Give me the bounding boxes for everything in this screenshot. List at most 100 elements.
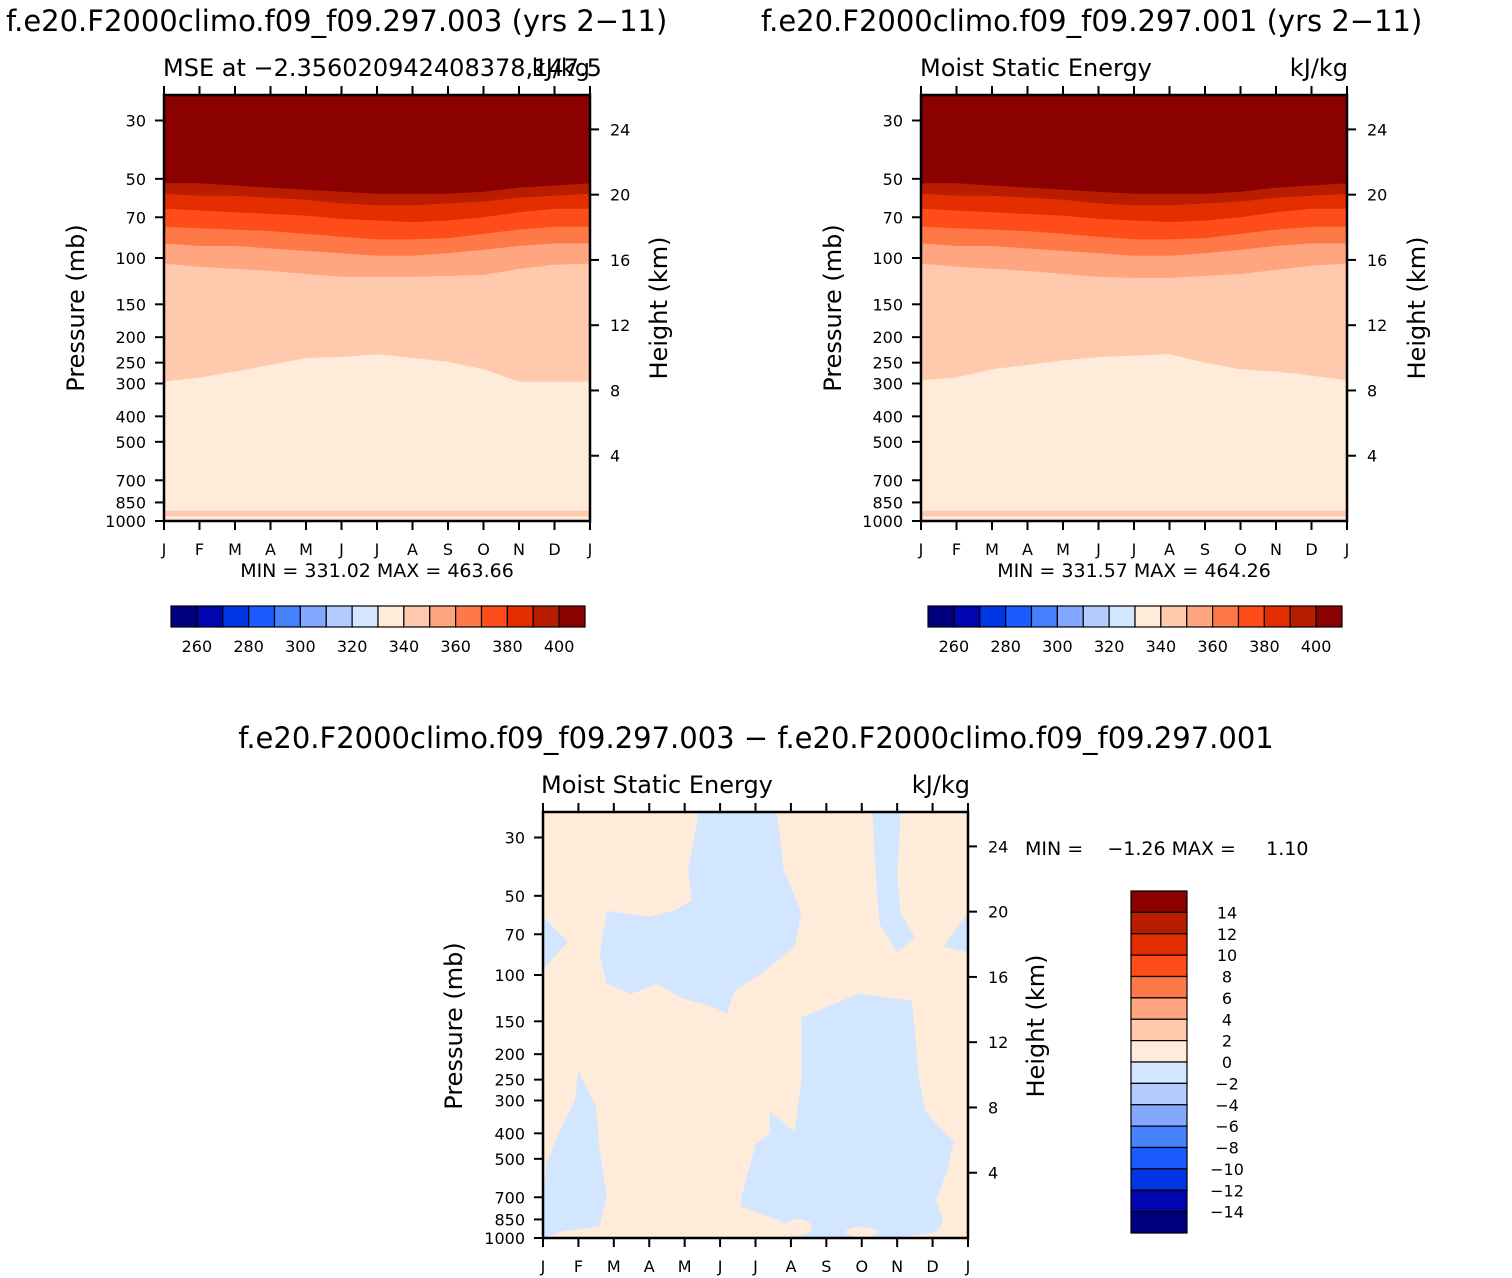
y-right-tick-label: 12 — [610, 316, 630, 335]
y-tick-label: 200 — [115, 328, 146, 347]
colorbar-label: 280 — [233, 637, 264, 656]
colorbar-label: 300 — [1042, 637, 1073, 656]
colorbar-swatch — [1130, 975, 1188, 999]
x-tick-label: M — [299, 540, 313, 559]
colorbar-swatch — [1186, 605, 1214, 628]
x-tick-label: M — [228, 540, 242, 559]
colorbar-swatch — [1130, 1211, 1188, 1234]
x-tick-label: A — [785, 1257, 796, 1276]
panel-diff-colorbar: 14 12 10 8 6 4 2 0 −2 −4 −6 −8 −10 −12 −14 — [1130, 890, 1244, 1234]
colorbar-label: −2 — [1215, 1074, 1239, 1093]
colorbar-swatch — [506, 605, 534, 628]
panel-b-colorbar: 260 280 300 320 340 360 380 400 — [927, 605, 1343, 656]
x-tick-label: S — [443, 540, 453, 559]
y-tick-label: 850 — [115, 493, 146, 512]
y-right-tick-label: 12 — [1367, 316, 1387, 335]
colorbar-swatch — [1130, 1082, 1188, 1106]
y-tick-label: 300 — [115, 374, 146, 393]
y-tick-label: 500 — [872, 433, 903, 452]
y-tick-label: 150 — [872, 295, 903, 314]
colorbar-swatch — [1082, 605, 1110, 628]
colorbar-swatch — [455, 605, 483, 628]
mse-surface-band — [164, 510, 590, 517]
y-right-tick-label: 16 — [988, 968, 1008, 987]
colorbar-swatch — [170, 605, 198, 628]
colorbar-swatch — [558, 605, 586, 628]
x-tick-label: N — [891, 1257, 903, 1276]
colorbar-label: −14 — [1210, 1203, 1244, 1222]
colorbar-swatch — [1237, 605, 1265, 628]
y-tick-label: 200 — [494, 1045, 525, 1064]
mse-band-340-350 — [164, 354, 590, 521]
y-tick-label: 100 — [115, 249, 146, 268]
x-tick-label: F — [195, 540, 204, 559]
x-tick-label: M — [678, 1257, 692, 1276]
colorbar-label: −8 — [1215, 1139, 1239, 1158]
x-tick-label: J — [540, 1257, 546, 1276]
colorbar-swatch — [1108, 605, 1136, 628]
panel-b-header: f.e20.F2000climo.f09_f09.297.001 (yrs 2−… — [761, 4, 1422, 38]
y-tick-label: 100 — [494, 966, 525, 985]
x-tick-label: D — [926, 1257, 938, 1276]
y-tick-label: 70 — [126, 208, 146, 227]
y-right-tick-label: 20 — [1367, 186, 1387, 205]
x-tick-label: O — [855, 1257, 868, 1276]
colorbar-label: 8 — [1222, 968, 1232, 987]
diff-negative-right-edge — [943, 912, 968, 953]
x-tick-label: J — [1344, 540, 1350, 559]
colorbar-swatch — [1130, 1125, 1188, 1149]
x-tick-label: A — [644, 1257, 655, 1276]
y-tick-label: 50 — [883, 170, 903, 189]
x-tick-label: S — [1200, 540, 1210, 559]
colorbar-label: 360 — [1197, 637, 1228, 656]
colorbar-swatch — [1212, 605, 1240, 628]
y-right-tick-label: 12 — [988, 1033, 1008, 1052]
panel-b-mse: Moist Static Energy kJ/kg Pressure (mb) … — [819, 54, 1431, 656]
colorbar-swatch — [403, 605, 431, 628]
panel-a-mse: MSE at −2.356020942408378,147.5 kJ/kg Pr… — [62, 54, 673, 656]
colorbar-swatch — [1263, 605, 1291, 628]
x-tick-label: J — [338, 540, 344, 559]
colorbar-swatch — [480, 605, 508, 628]
colorbar-label: 380 — [1249, 637, 1280, 656]
x-tick-label: O — [1234, 540, 1247, 559]
panel-b-ylabel-right: Height (km) — [1403, 237, 1431, 380]
x-tick-label: J — [965, 1257, 971, 1276]
y-right-tick-label: 4 — [988, 1164, 998, 1183]
colorbar-label: 300 — [285, 637, 316, 656]
y-right-tick-label: 8 — [988, 1098, 998, 1117]
x-tick-label: J — [161, 540, 167, 559]
y-right-tick-label: 20 — [610, 186, 630, 205]
colorbar-swatch — [1130, 1168, 1188, 1191]
y-tick-label: 150 — [115, 295, 146, 314]
y-tick-label: 400 — [115, 407, 146, 426]
diff-negative-lower-left — [543, 1070, 607, 1238]
y-tick-label: 700 — [872, 471, 903, 490]
y-right-tick-label: 20 — [988, 903, 1008, 922]
x-tick-label: J — [587, 540, 593, 559]
colorbar-label: 6 — [1222, 989, 1232, 1008]
y-tick-label: 1000 — [105, 512, 146, 531]
y-right-tick-label: 24 — [1367, 120, 1387, 139]
colorbar-swatch — [222, 605, 250, 628]
panel-a-colorbar: 260 280 300 320 340 360 380 400 — [170, 605, 586, 656]
y-right-tick-label: 24 — [610, 120, 630, 139]
y-tick-label: 50 — [126, 170, 146, 189]
colorbar-label: 4 — [1222, 1010, 1232, 1029]
panel-b-title: Moist Static Energy — [920, 54, 1152, 82]
y-tick-label: 200 — [872, 328, 903, 347]
panel-a-units: kJ/kg — [532, 54, 590, 82]
mse-band-340-350 — [921, 354, 1347, 521]
y-tick-label: 30 — [126, 111, 146, 130]
panel-diff-ylabel-right: Height (km) — [1022, 955, 1050, 1098]
panel-b-ylabel: Pressure (mb) — [819, 224, 847, 391]
colorbar-label: −4 — [1215, 1096, 1239, 1115]
y-tick-label: 50 — [505, 887, 525, 906]
colorbar-swatch — [1130, 954, 1188, 978]
difference-header: f.e20.F2000climo.f09_f09.297.003 − f.e20… — [238, 721, 1274, 755]
colorbar-label: 14 — [1217, 903, 1237, 922]
x-tick-label: J — [1131, 540, 1137, 559]
colorbar-label: −10 — [1210, 1160, 1244, 1179]
y-tick-label: 100 — [872, 249, 903, 268]
diff-positive-island — [784, 1219, 812, 1236]
